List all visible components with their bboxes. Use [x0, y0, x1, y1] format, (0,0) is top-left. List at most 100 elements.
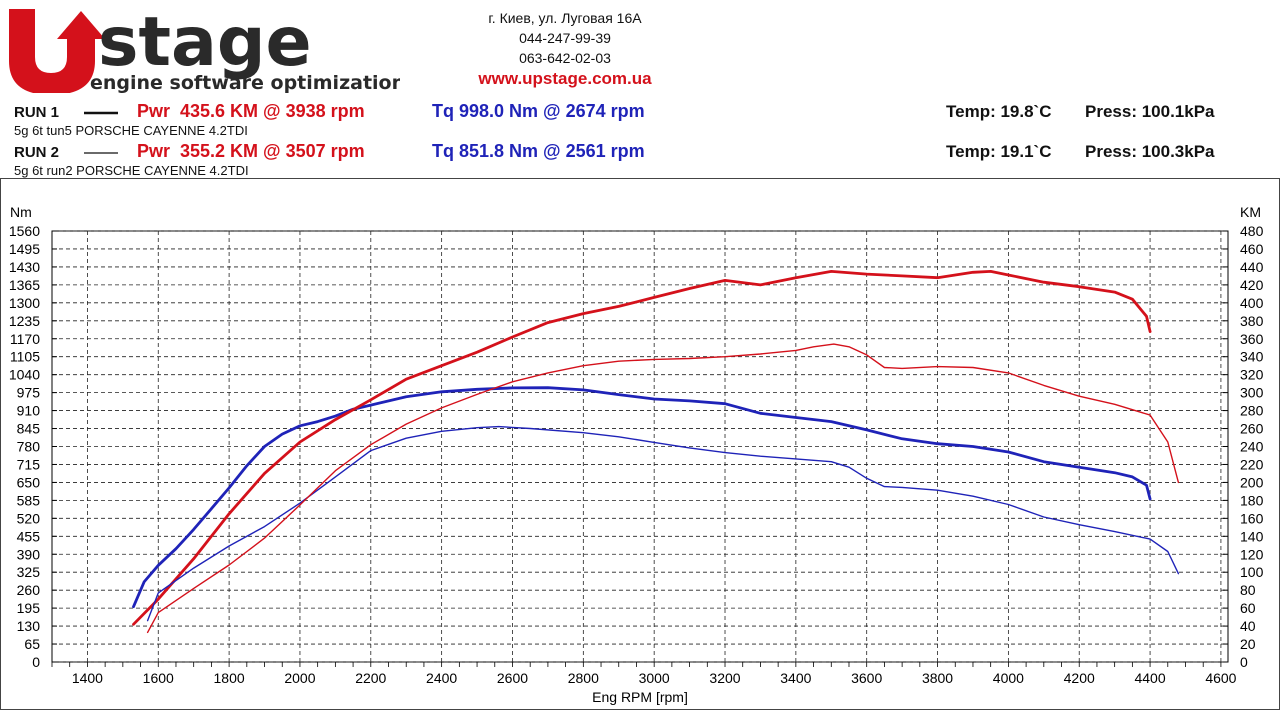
x-tick-label: 4600: [1205, 670, 1236, 686]
y-left-tick-label: 975: [17, 385, 41, 401]
series-run-1-torque-curve: [132, 386, 1152, 609]
y-left-tick-label: 650: [17, 474, 41, 490]
y-right-tick-label: 140: [1240, 528, 1264, 544]
y-right-tick-label: 40: [1240, 618, 1256, 634]
y-right-tick-label: 0: [1240, 654, 1248, 670]
x-tick-label: 2800: [568, 670, 599, 686]
logo-graphic: stage engine software optimization: [9, 3, 405, 95]
series-run-2-torque-curve: [146, 425, 1180, 622]
run-2-summary: RUN 2 Pwr 355.2 KM @ 3507 rpm Tq 851.8 N…: [0, 141, 1280, 163]
x-tick-label: 3800: [922, 670, 953, 686]
y-left-tick-label: 1105: [10, 349, 40, 365]
x-axis-label: Eng RPM [rpm]: [592, 689, 688, 705]
x-tick-label: 2600: [497, 670, 528, 686]
y-right-tick-label: 100: [1240, 564, 1264, 580]
y-right-tick-label: 200: [1240, 474, 1264, 490]
contact-phone-1: 044-247-99-39: [519, 30, 611, 46]
y-left-tick-label: 1040: [9, 367, 40, 383]
y-right-axis-label: KM: [1240, 204, 1261, 220]
y-right-tick-label: 420: [1240, 277, 1264, 293]
y-right-tick-label: 260: [1240, 421, 1264, 437]
y-left-tick-label: 130: [17, 618, 41, 634]
run-1-torque-peak: Tq 998.0 Nm @ 2674 rpm: [432, 101, 645, 121]
series-run-2-power-curve: [146, 343, 1180, 634]
y-left-tick-label: 780: [17, 439, 41, 455]
x-tick-label: 2000: [284, 670, 315, 686]
y-right-tick-label: 460: [1240, 241, 1264, 257]
x-tick-label: 4200: [1064, 670, 1095, 686]
y-left-tick-label: 260: [17, 582, 41, 598]
run-1-pressure: Press: 100.1kPa: [1085, 102, 1215, 121]
y-left-tick-label: 1365: [9, 277, 40, 293]
x-tick-label: 3200: [709, 670, 740, 686]
y-left-tick-label: 1300: [9, 295, 40, 311]
y-right-tick-label: 280: [1240, 403, 1264, 419]
run-2-pressure: Press: 100.3kPa: [1085, 142, 1215, 161]
y-left-tick-label: 585: [17, 492, 41, 508]
logo-wordmark: stage: [98, 5, 312, 82]
run-1-power-peak: Pwr 435.6 KM @ 3938 rpm: [137, 101, 365, 121]
y-left-tick-label: 1495: [9, 241, 40, 257]
run-2-label: RUN 2: [14, 144, 60, 161]
x-tick-label: 1800: [214, 670, 245, 686]
y-right-tick-label: 400: [1240, 295, 1264, 311]
series-run-1-power-curve: [132, 270, 1152, 626]
y-right-tick-label: 360: [1240, 331, 1264, 347]
x-tick-label: 2200: [355, 670, 386, 686]
y-left-tick-label: 910: [17, 403, 41, 419]
run-1-description: 5g 6t tun5 PORSCHE CAYENNE 4.2TDI: [14, 123, 248, 138]
y-right-tick-label: 20: [1240, 636, 1256, 652]
run-1-temperature: Temp: 19.8`C: [946, 102, 1052, 121]
y-right-tick-label: 300: [1240, 385, 1264, 401]
run-1-label: RUN 1: [14, 104, 60, 121]
run-2-description: 5g 6t run2 PORSCHE CAYENNE 4.2TDI: [14, 163, 249, 178]
upstage-logo: stage engine software optimization: [5, 3, 405, 95]
dyno-chart: 0 0 65 20 130 40 195 60 260 80 325 100 390 120 455 140 5…: [0, 178, 1280, 710]
y-right-tick-label: 480: [1240, 223, 1264, 239]
dyno-chart-svg: 0 0 65 20 130 40 195 60 260 80 325 100 390 120 455 140 5…: [0, 178, 1280, 710]
y-left-tick-label: 1430: [9, 259, 40, 275]
y-left-tick-label: 845: [17, 421, 41, 437]
y-left-axis-label: Nm: [10, 204, 32, 220]
y-left-tick-label: 0: [32, 654, 40, 670]
contact-phone-2: 063-642-02-03: [519, 50, 611, 66]
y-right-tick-label: 380: [1240, 313, 1264, 329]
y-right-tick-label: 320: [1240, 367, 1264, 383]
y-left-tick-label: 455: [17, 528, 41, 544]
y-right-tick-label: 180: [1240, 492, 1264, 508]
y-left-tick-label: 195: [17, 600, 41, 616]
y-left-tick-label: 715: [17, 456, 41, 472]
x-tick-label: 3000: [639, 670, 670, 686]
logo-tagline: engine software optimization: [90, 72, 400, 93]
y-left-tick-label: 1235: [9, 313, 40, 329]
run-2-torque-peak: Tq 851.8 Nm @ 2561 rpm: [432, 141, 645, 161]
y-left-tick-label: 325: [17, 564, 41, 580]
x-tick-label: 1600: [143, 670, 174, 686]
y-left-tick-label: 1170: [10, 331, 40, 347]
y-left-tick-label: 1560: [9, 223, 40, 239]
y-right-tick-label: 60: [1240, 600, 1256, 616]
run-1-summary: RUN 1 Pwr 435.6 KM @ 3938 rpm Tq 998.0 N…: [0, 101, 1280, 123]
y-right-tick-label: 220: [1240, 456, 1264, 472]
x-tick-label: 3400: [780, 670, 811, 686]
x-tick-label: 4400: [1134, 670, 1165, 686]
contact-address: г. Киев, ул. Луговая 16А: [488, 10, 642, 26]
y-left-tick-label: 390: [17, 546, 41, 562]
y-right-tick-label: 440: [1240, 259, 1264, 275]
x-tick-label: 3600: [851, 670, 882, 686]
contact-block: г. Киев, ул. Луговая 16А 044-247-99-39 0…: [460, 8, 670, 89]
contact-website-link[interactable]: www.upstage.com.ua: [478, 69, 652, 88]
run-1-legend-line: [84, 111, 118, 115]
x-tick-label: 4000: [993, 670, 1024, 686]
run-2-power-peak: Pwr 355.2 KM @ 3507 rpm: [137, 141, 365, 161]
y-right-tick-label: 340: [1240, 349, 1264, 365]
x-tick-label: 1400: [72, 670, 103, 686]
y-left-tick-label: 65: [24, 636, 40, 652]
run-2-temperature: Temp: 19.1`C: [946, 142, 1052, 161]
y-right-tick-label: 80: [1240, 582, 1256, 598]
y-right-tick-label: 160: [1240, 510, 1264, 526]
y-right-tick-label: 240: [1240, 439, 1264, 455]
y-right-tick-label: 120: [1240, 546, 1264, 562]
y-left-tick-label: 520: [17, 510, 41, 526]
run-2-legend-line: [84, 152, 118, 154]
